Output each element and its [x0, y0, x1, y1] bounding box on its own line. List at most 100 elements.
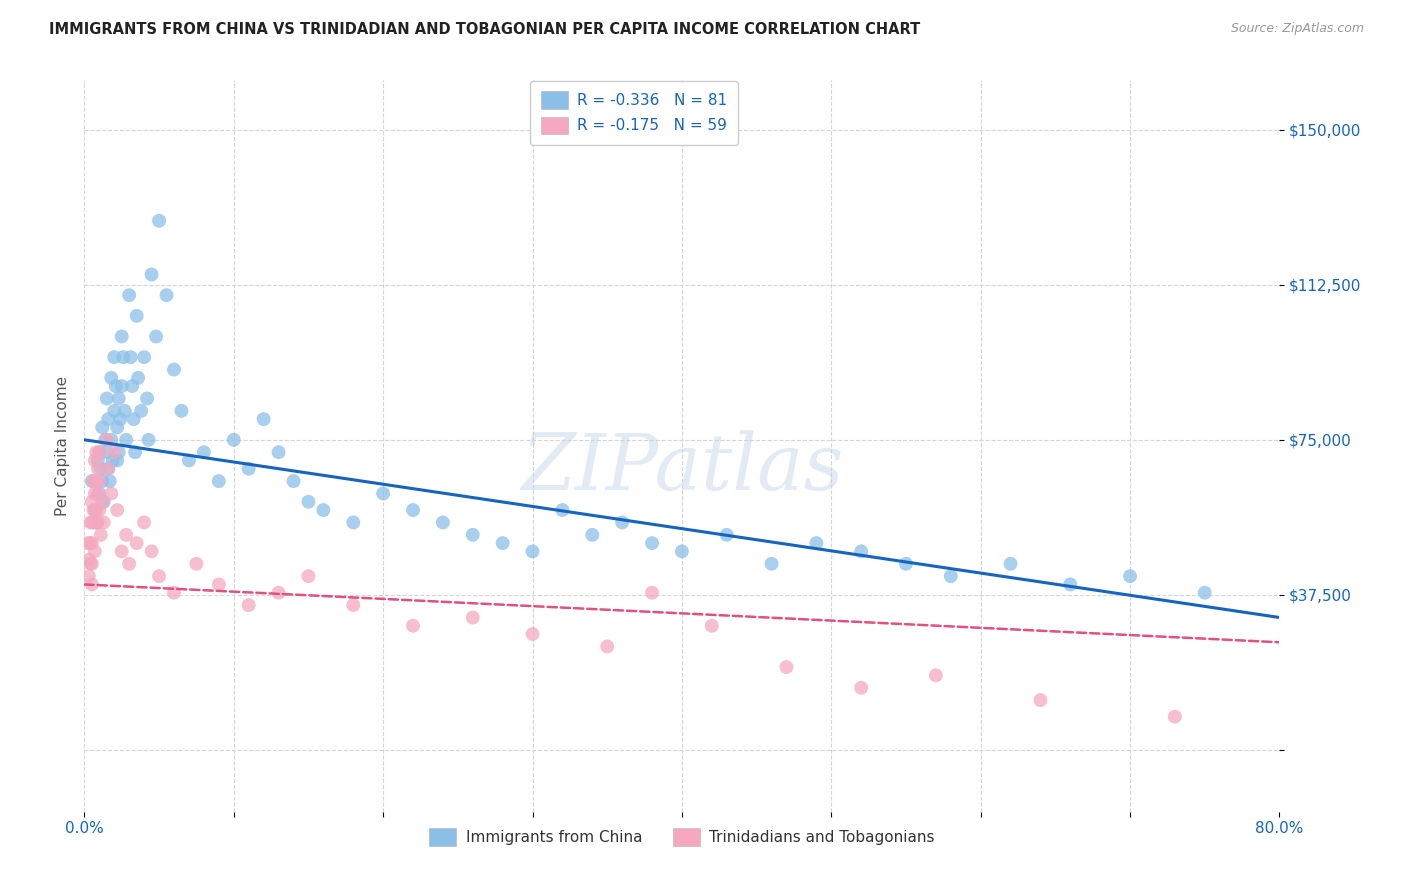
Point — [163, 362, 186, 376]
Point — [551, 503, 574, 517]
Point — [141, 544, 163, 558]
Point — [124, 445, 146, 459]
Point — [122, 412, 145, 426]
Point — [114, 404, 136, 418]
Point — [103, 350, 125, 364]
Point — [111, 329, 134, 343]
Point — [125, 536, 148, 550]
Point — [90, 461, 112, 475]
Point — [775, 660, 797, 674]
Point — [641, 536, 664, 550]
Point — [90, 528, 112, 542]
Point — [103, 404, 125, 418]
Point — [103, 445, 125, 459]
Point — [129, 404, 152, 418]
Point — [80, 474, 103, 488]
Point — [761, 557, 783, 571]
Point — [253, 412, 276, 426]
Point — [98, 474, 121, 488]
Point — [83, 516, 105, 530]
Point — [148, 569, 170, 583]
Point — [461, 528, 484, 542]
Point — [522, 544, 544, 558]
Y-axis label: Per Capita Income: Per Capita Income — [55, 376, 70, 516]
Point — [89, 445, 111, 459]
Point — [155, 288, 177, 302]
Point — [641, 585, 664, 599]
Point — [461, 610, 484, 624]
Point — [208, 474, 231, 488]
Point — [100, 433, 122, 447]
Point — [125, 309, 148, 323]
Point — [1029, 693, 1052, 707]
Point — [186, 557, 208, 571]
Point — [581, 528, 603, 542]
Point — [238, 461, 260, 475]
Point — [342, 516, 364, 530]
Point — [111, 544, 134, 558]
Point — [115, 433, 138, 447]
Point — [132, 350, 156, 364]
Point — [267, 585, 290, 599]
Point — [83, 544, 105, 558]
Point — [94, 433, 117, 447]
Point — [89, 503, 111, 517]
Point — [79, 516, 101, 530]
Point — [177, 453, 200, 467]
Point — [76, 536, 98, 550]
Point — [522, 627, 544, 641]
Point — [93, 495, 115, 509]
Point — [432, 516, 454, 530]
Point — [127, 371, 149, 385]
Point — [80, 557, 103, 571]
Point — [283, 474, 305, 488]
Point — [82, 474, 104, 488]
Point — [87, 453, 110, 467]
Point — [925, 668, 948, 682]
Point — [145, 329, 167, 343]
Point — [138, 433, 160, 447]
Point — [86, 503, 108, 517]
Point — [107, 445, 129, 459]
Point — [80, 577, 103, 591]
Point — [87, 516, 110, 530]
Point — [1000, 557, 1022, 571]
Point — [111, 379, 134, 393]
Point — [939, 569, 962, 583]
Point — [104, 379, 127, 393]
Point — [87, 461, 110, 475]
Point — [120, 350, 142, 364]
Point — [79, 536, 101, 550]
Point — [141, 268, 163, 282]
Point — [118, 288, 141, 302]
Point — [118, 557, 141, 571]
Point — [222, 433, 245, 447]
Point — [105, 453, 128, 467]
Point — [96, 433, 118, 447]
Point — [80, 516, 103, 530]
Point — [87, 486, 110, 500]
Point — [851, 681, 873, 695]
Point — [107, 392, 129, 406]
Point — [700, 619, 723, 633]
Point — [86, 445, 108, 459]
Legend: Immigrants from China, Trinidadians and Tobagonians: Immigrants from China, Trinidadians and … — [423, 822, 941, 852]
Point — [1164, 709, 1187, 723]
Point — [1194, 585, 1216, 599]
Point — [100, 486, 122, 500]
Point — [612, 516, 634, 530]
Point — [121, 379, 143, 393]
Point — [100, 371, 122, 385]
Point — [112, 350, 135, 364]
Point — [894, 557, 917, 571]
Point — [96, 392, 118, 406]
Point — [208, 577, 231, 591]
Point — [136, 392, 159, 406]
Point — [342, 598, 364, 612]
Point — [806, 536, 828, 550]
Point — [89, 486, 111, 500]
Point — [101, 453, 124, 467]
Point — [79, 557, 101, 571]
Text: IMMIGRANTS FROM CHINA VS TRINIDADIAN AND TOBAGONIAN PER CAPITA INCOME CORRELATIO: IMMIGRANTS FROM CHINA VS TRINIDADIAN AND… — [49, 22, 921, 37]
Point — [132, 516, 156, 530]
